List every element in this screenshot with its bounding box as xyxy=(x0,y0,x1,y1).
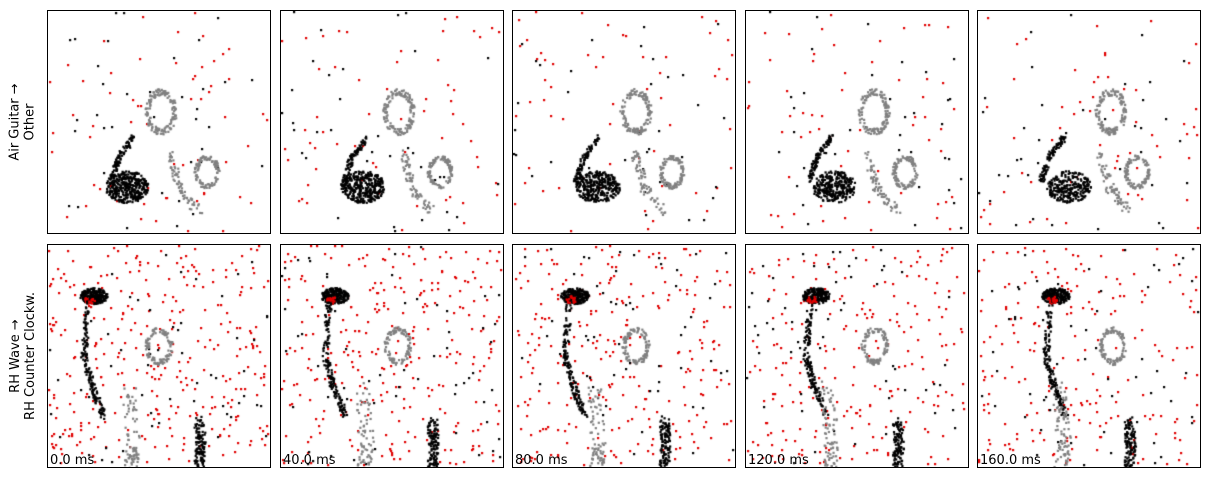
time-label: 80.0 ms xyxy=(515,453,568,468)
event-canvas xyxy=(48,11,270,233)
event-frame-row2-t4: 160.0 ms xyxy=(977,244,1201,468)
row-label-line2: RH Counter Clockw. xyxy=(23,292,39,420)
time-label: 0.0 ms xyxy=(50,453,95,468)
row-label-air-guitar: Air Guitar → Other xyxy=(0,10,46,234)
event-canvas xyxy=(978,11,1200,233)
event-canvas xyxy=(513,245,735,467)
event-frame-row2-t3: 120.0 ms xyxy=(745,244,969,468)
event-canvas xyxy=(746,11,968,233)
event-frame-row2-t0: 0.0 ms xyxy=(47,244,271,468)
event-canvas xyxy=(513,11,735,233)
event-frame-row1-t3 xyxy=(745,10,969,234)
row-label-line2: Other xyxy=(23,103,38,141)
event-canvas xyxy=(281,11,503,233)
event-frame-row1-t0 xyxy=(47,10,271,234)
event-frame-row1-t4 xyxy=(977,10,1201,234)
row-label-rh-wave: RH Wave → RH Counter Clockw. xyxy=(0,244,46,468)
event-frame-row2-t2: 80.0 ms xyxy=(512,244,736,468)
time-label: 120.0 ms xyxy=(748,453,809,468)
event-frame-row1-t2 xyxy=(512,10,736,234)
event-canvas xyxy=(746,245,968,467)
event-canvas xyxy=(48,245,270,467)
event-frame-row1-t1 xyxy=(280,10,504,234)
row-label-line1: RH Wave → xyxy=(8,319,24,393)
event-frame-row2-t1: 40.0 ms xyxy=(280,244,504,468)
row-label-line1: Air Guitar → xyxy=(8,83,23,161)
time-label: 160.0 ms xyxy=(980,453,1041,468)
time-label: 40.0 ms xyxy=(283,453,336,468)
event-canvas xyxy=(281,245,503,467)
event-canvas xyxy=(978,245,1200,467)
